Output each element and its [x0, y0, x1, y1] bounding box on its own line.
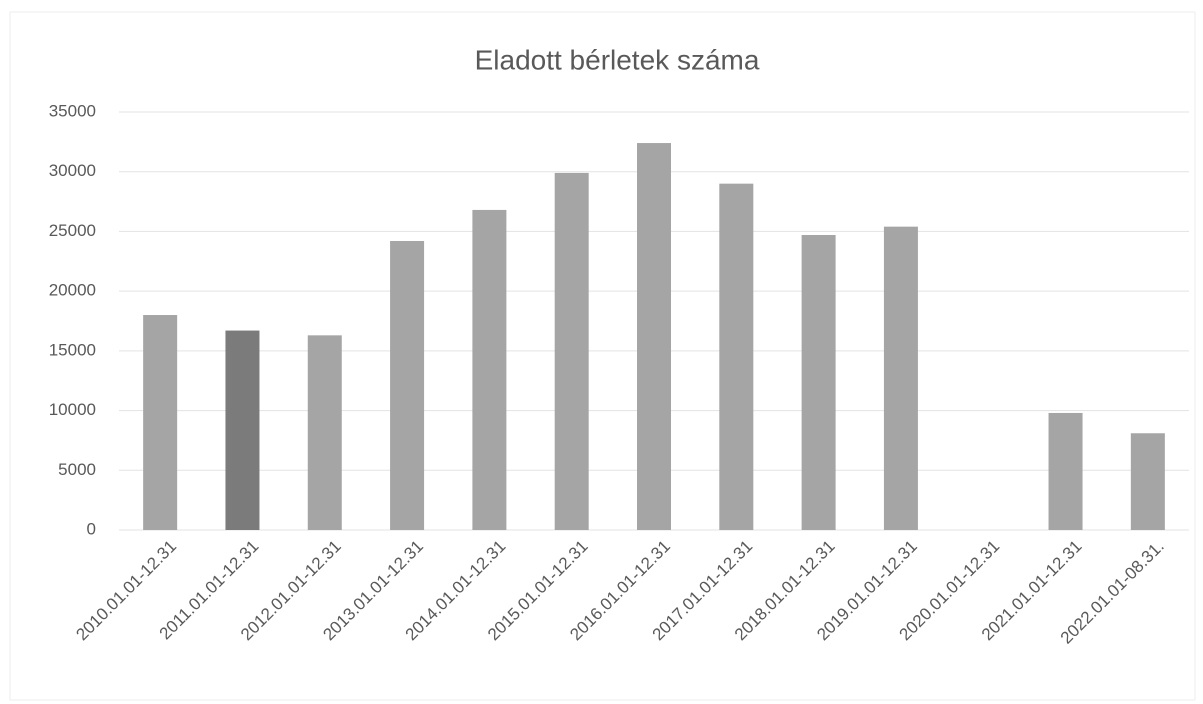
- bar: [883, 226, 918, 530]
- chart-title: Eladott bérletek száma: [475, 44, 760, 75]
- y-tick-label: 15000: [49, 340, 96, 359]
- bar: [801, 235, 836, 531]
- bar: [1130, 433, 1165, 530]
- bar: [307, 335, 342, 530]
- bar: [225, 330, 260, 530]
- y-tick-label: 0: [87, 519, 96, 538]
- y-tick-label: 10000: [49, 400, 96, 419]
- bar: [554, 172, 589, 530]
- bar: [390, 240, 425, 531]
- y-tick-label: 35000: [49, 101, 96, 120]
- y-tick-label: 25000: [49, 221, 96, 240]
- bar: [1048, 412, 1083, 530]
- bar: [637, 143, 671, 530]
- bar: [143, 315, 178, 530]
- y-tick-label: 30000: [49, 161, 96, 180]
- bar: [719, 183, 754, 530]
- chart-border: [9, 11, 1196, 701]
- bar: [472, 209, 507, 530]
- y-tick-label: 20000: [49, 281, 96, 300]
- y-tick-label: 5000: [58, 460, 96, 479]
